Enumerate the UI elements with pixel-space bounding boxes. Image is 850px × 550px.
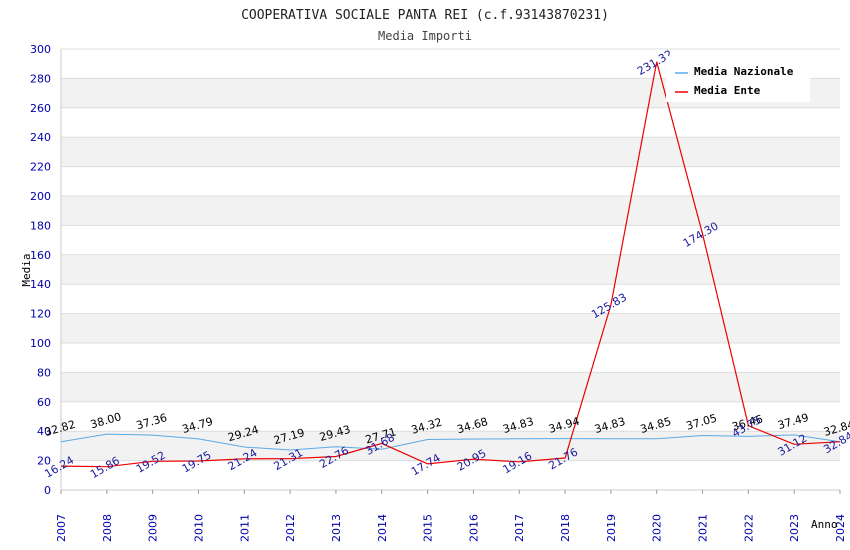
y-tick-label: 160: [30, 249, 51, 262]
y-tick-label: 260: [30, 102, 51, 115]
grid-band: [61, 196, 840, 226]
legend-label-media-ente: Media Ente: [694, 84, 761, 97]
legend: Media Nazionale Media Ente: [666, 56, 810, 102]
x-tick-label: 2023: [788, 514, 801, 542]
x-tick-label: 2021: [697, 514, 710, 542]
data-label: 38.00: [89, 410, 123, 431]
x-tick-label: 2015: [422, 514, 435, 542]
y-tick-label: 300: [30, 43, 51, 56]
y-tick-label: 240: [30, 131, 51, 144]
x-tick-label: 2014: [376, 514, 389, 542]
x-tick-label: 2007: [55, 514, 68, 542]
series-line-media-ente: [60, 61, 841, 468]
x-tick-label: 2018: [559, 514, 572, 542]
legend-label-media-nazionale: Media Nazionale: [694, 65, 794, 78]
grid-band: [61, 372, 840, 402]
x-tick-label: 2011: [238, 514, 251, 542]
data-label: 37.36: [135, 411, 169, 432]
y-tick-label: 0: [44, 484, 51, 497]
x-tick-label: 2016: [467, 514, 480, 542]
y-tick-label: 40: [37, 425, 51, 438]
x-tick-label: 2009: [147, 514, 160, 542]
x-tick-label: 2012: [284, 514, 297, 542]
x-tick-label: 2017: [513, 514, 526, 542]
plot-area: 0 20 40 60 80 100 120 140 160 180 200 220 240 260 280 3…: [30, 43, 850, 542]
y-tick-label: 220: [30, 161, 51, 174]
y-tick-label: 180: [30, 219, 51, 232]
grid-band: [61, 313, 840, 343]
chart-title: COOPERATIVA SOCIALE PANTA REI (c.f.93143…: [241, 8, 609, 23]
series-line-media-nazionale: [60, 433, 841, 451]
y-tick-label: 20: [37, 455, 51, 468]
grid-band: [61, 137, 840, 167]
y-tick-label: 100: [30, 337, 51, 350]
y-tick-label: 200: [30, 190, 51, 203]
x-tick-label: 2024: [834, 514, 847, 542]
x-axis-label: Anno: [811, 518, 838, 531]
x-tick-label: 2013: [330, 514, 343, 542]
x-tick-label: 2020: [651, 514, 664, 542]
data-label: 37.49: [776, 411, 810, 432]
data-label: 37.05: [685, 412, 719, 433]
x-tick-label: 2008: [101, 514, 114, 542]
y-tick-label: 280: [30, 72, 51, 85]
legend-box: [666, 56, 810, 102]
y-tick-label: 140: [30, 278, 51, 291]
x-tick-label: 2022: [742, 514, 755, 542]
y-tick-label: 80: [37, 366, 51, 379]
y-axis-label: Media: [20, 253, 33, 286]
x-tick-label: 2019: [605, 514, 618, 542]
x-tick-label: 2010: [192, 514, 205, 542]
chart-subtitle: Media Importi: [378, 29, 472, 43]
y-tick-label: 60: [37, 396, 51, 409]
y-tick-label: 120: [30, 308, 51, 321]
grid-band: [61, 254, 840, 285]
